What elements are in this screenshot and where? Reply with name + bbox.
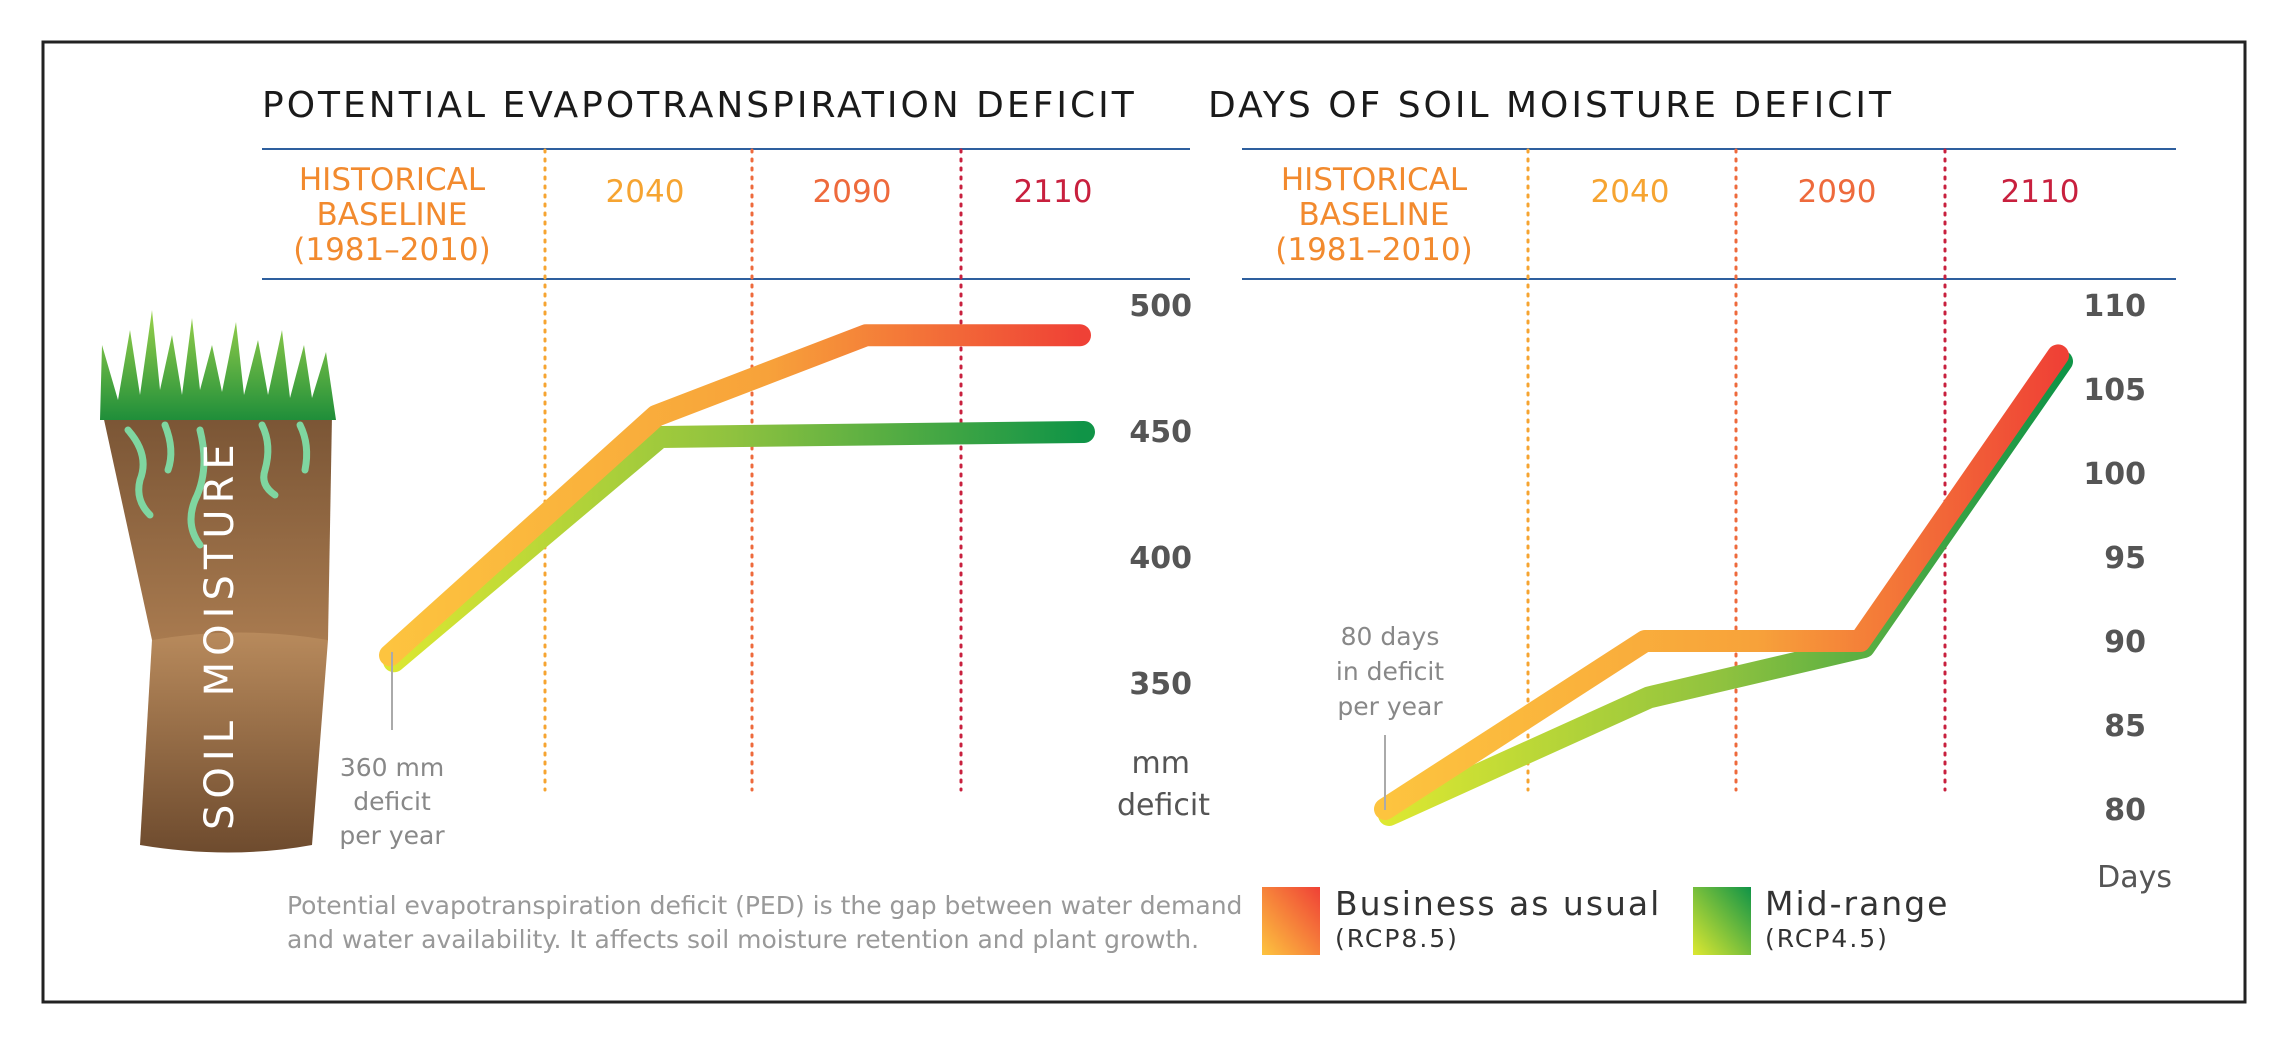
legend-label-mid: Mid-range [1765, 884, 1949, 923]
period-label-line: 2090 [1798, 174, 1877, 210]
y-tick-label: 80 [2104, 793, 2146, 828]
legend-swatch-bau [1262, 887, 1320, 955]
period-label: 2110 [2001, 174, 2080, 210]
annotation-text: per year [339, 821, 445, 850]
period-label: 2110 [1014, 174, 1093, 210]
series-line-mid-range [383, 420, 1095, 673]
y-tick-label: 100 [2083, 457, 2146, 492]
soil-column-icon: SOIL MOISTURE [100, 310, 336, 853]
legend-code-mid: (RCP4.5) [1765, 924, 1889, 953]
y-tick-label: 350 [1129, 667, 1192, 702]
y-unit-label: mm [1132, 746, 1190, 781]
period-label-line: 2110 [1014, 174, 1093, 210]
period-label: 2040 [606, 174, 685, 210]
y-tick-label: 450 [1129, 415, 1192, 450]
period-label-line: 2040 [606, 174, 685, 210]
ped-chart: POTENTIAL EVAPOTRANSPIRATION DEFICIT HIST… [262, 85, 1210, 850]
y-tick-label: 85 [2104, 709, 2146, 744]
soil-days-chart: DAYS OF SOIL MOISTURE DEFICIT HISTORICAL B… [1208, 85, 2176, 895]
annotation-text: 80 days [1341, 622, 1440, 651]
period-label-line: BASELINE [317, 197, 468, 233]
period-label: 2040 [1591, 174, 1670, 210]
period-label-line: 2040 [1591, 174, 1670, 210]
period-label-line: 2090 [813, 174, 892, 210]
legend: Business as usual (RCP8.5) Mid-range (RC… [1262, 884, 1949, 955]
series-line-business-as-usual [379, 324, 1091, 667]
y-unit-label: deficit [1117, 788, 1210, 823]
legend-label-bau: Business as usual [1335, 884, 1661, 923]
infographic-frame [41, 40, 2247, 1004]
y-tick-label: 500 [1129, 289, 1192, 324]
annotation-text: deficit [353, 787, 431, 816]
caption-line-2: and water availability. It affects soil … [287, 925, 1199, 954]
annotation-text: in deficit [1336, 657, 1444, 686]
y-tick-label: 400 [1129, 541, 1192, 576]
annotation-text: 360 mm [340, 753, 444, 782]
series-line-business-as-usual [1374, 344, 2069, 820]
period-label-line: HISTORICAL [299, 162, 486, 198]
legend-code-bau: (RCP8.5) [1335, 924, 1459, 953]
period-label-line: (1981–2010) [1275, 232, 1472, 268]
y-tick-label: 95 [2104, 541, 2146, 576]
chart-title: DAYS OF SOIL MOISTURE DEFICIT [1208, 85, 1894, 126]
period-label-line: HISTORICAL [1281, 162, 1468, 198]
soil-moisture-label: SOIL MOISTURE [197, 438, 243, 830]
y-unit-label: Days [2097, 860, 2172, 895]
caption-line-1: Potential evapotranspiration deficit (PE… [287, 891, 1242, 920]
chart-title: POTENTIAL EVAPOTRANSPIRATION DEFICIT [262, 85, 1137, 126]
period-label-line: (1981–2010) [293, 232, 490, 268]
period-label-line: BASELINE [1299, 197, 1450, 233]
annotation-text: per year [1337, 692, 1443, 721]
period-label: HISTORICAL BASELINE (1981–2010) [1275, 162, 1472, 268]
y-tick-label: 110 [2083, 289, 2146, 324]
legend-swatch-mid [1693, 887, 1751, 955]
y-tick-label: 90 [2104, 625, 2146, 660]
y-tick-label: 105 [2083, 373, 2146, 408]
period-label: 2090 [813, 174, 892, 210]
period-label-line: 2110 [2001, 174, 2080, 210]
period-label: HISTORICAL BASELINE (1981–2010) [293, 162, 490, 268]
period-label: 2090 [1798, 174, 1877, 210]
